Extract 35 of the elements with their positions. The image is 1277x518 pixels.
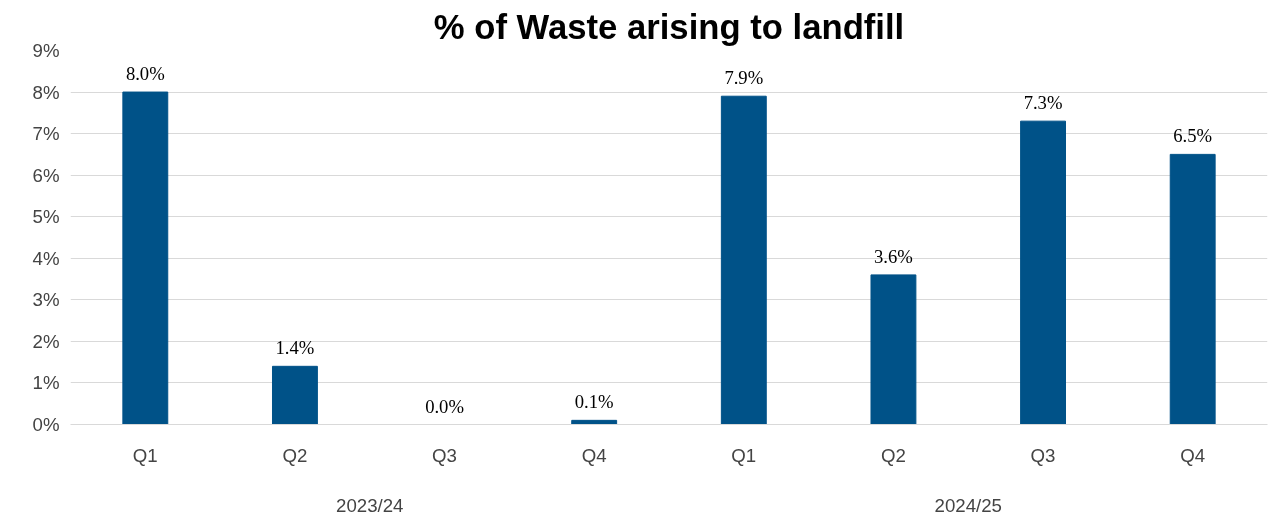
x-tick-label: Q4 — [581, 444, 607, 466]
y-tick-label: 3% — [32, 289, 60, 311]
data-label: 7.3% — [1023, 92, 1063, 114]
data-label: 6.5% — [1173, 125, 1213, 147]
data-label: 0.0% — [425, 395, 465, 417]
data-label: 1.4% — [275, 337, 315, 359]
bar — [1020, 120, 1067, 425]
x-tick-label: Q3 — [1030, 444, 1056, 466]
x-tick-label: Q2 — [282, 444, 308, 466]
bar — [1169, 153, 1216, 425]
data-label: 7.9% — [724, 67, 764, 89]
y-tick-label: 5% — [32, 206, 60, 228]
y-tick-label: 9% — [32, 40, 60, 61]
bar — [122, 91, 169, 425]
x-tick-label: Q1 — [731, 444, 757, 466]
y-tick-label: 6% — [32, 164, 60, 186]
text: 2024/25 — [934, 494, 1002, 516]
y-tick-label: 0% — [32, 414, 60, 435]
y-tick-label: 1% — [32, 372, 60, 394]
y-tick-label: 7% — [32, 123, 60, 145]
bar — [870, 274, 917, 425]
y-tick-label: 2% — [32, 330, 60, 352]
x-tick-label: Q3 — [432, 444, 458, 466]
data-label: 3.6% — [874, 245, 913, 267]
y-tick-label: 4% — [32, 247, 60, 269]
y-tick-label: 8% — [32, 81, 60, 103]
data-label: 0.1% — [574, 391, 614, 413]
bar — [271, 365, 318, 425]
x-tick-label: Q1 — [132, 444, 158, 466]
x-tick-label: Q2 — [880, 444, 906, 466]
x-tick-label: Q4 — [1180, 444, 1206, 466]
chart-title: % of Waste arising to landfill — [433, 7, 905, 46]
data-label: 8.0% — [125, 63, 165, 85]
text: 2023/24 — [336, 494, 404, 516]
bar — [720, 95, 767, 425]
